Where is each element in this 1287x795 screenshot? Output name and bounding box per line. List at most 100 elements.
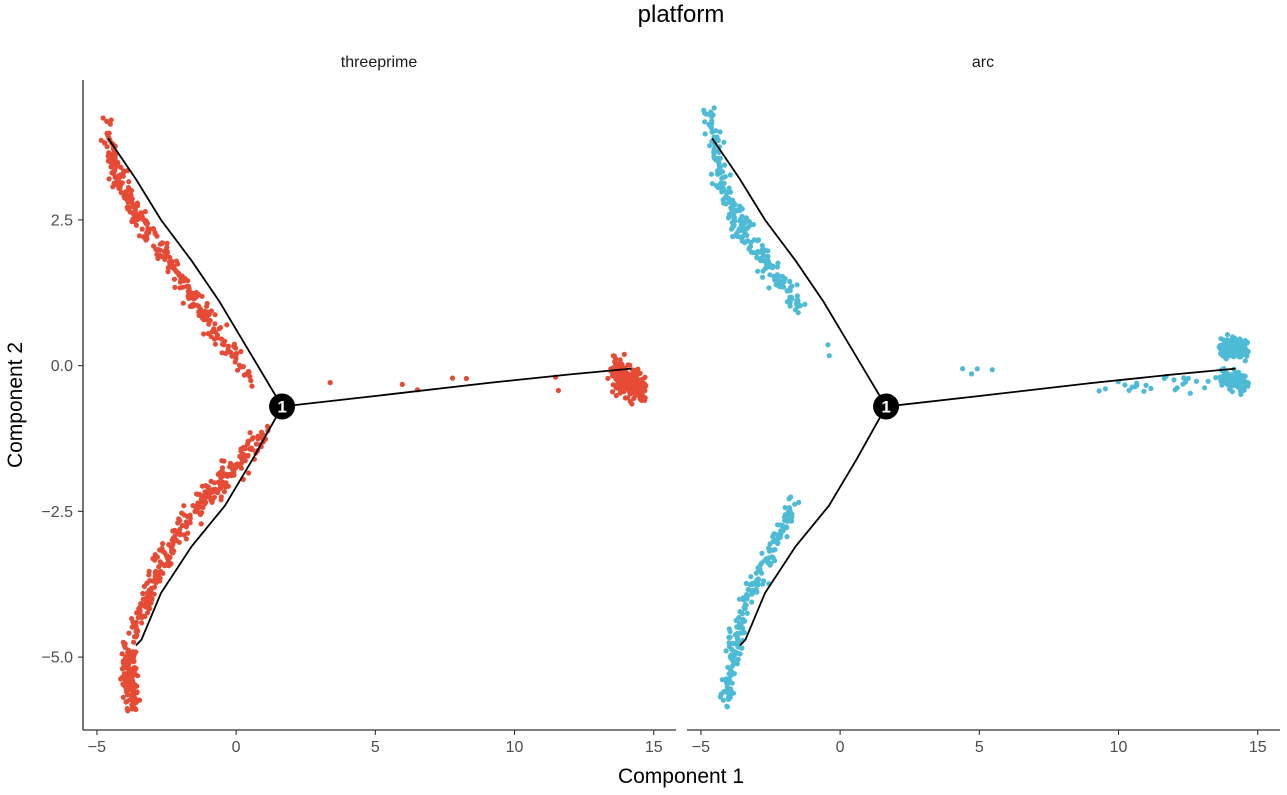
x-axes: −5 0 5 10 15 −5 0 5 10 15 (83, 729, 1280, 756)
data-point (754, 249, 760, 255)
data-point (211, 494, 217, 500)
data-point (121, 665, 128, 671)
data-point (200, 315, 206, 321)
data-point (194, 506, 200, 512)
data-point (609, 389, 616, 395)
data-point (1240, 373, 1247, 379)
data-point (104, 144, 110, 150)
data-point (1227, 352, 1233, 358)
data-point (745, 593, 751, 599)
data-point (130, 649, 136, 655)
data-point (151, 591, 157, 597)
data-point (725, 695, 731, 701)
data-point (1187, 390, 1193, 396)
data-point (617, 383, 623, 390)
data-point (625, 374, 631, 380)
data-point (555, 387, 562, 394)
data-point (1193, 378, 1199, 384)
data-point (155, 255, 161, 261)
data-point (241, 451, 247, 458)
data-point (220, 479, 226, 485)
data-point (233, 356, 239, 362)
data-point (98, 137, 104, 143)
data-point (121, 193, 127, 199)
data-point (125, 662, 131, 668)
data-point (138, 211, 145, 217)
data-point (171, 276, 178, 282)
data-point (771, 273, 777, 279)
data-point (241, 445, 247, 452)
data-point (1218, 377, 1224, 383)
data-point (636, 379, 642, 385)
data-point (770, 263, 776, 269)
data-point (129, 624, 135, 630)
data-point (177, 531, 183, 537)
data-point (1242, 358, 1248, 364)
data-point (740, 218, 746, 224)
data-point (751, 237, 757, 243)
data-point (702, 131, 708, 137)
data-point (1225, 346, 1231, 352)
data-point (625, 395, 631, 401)
data-point (738, 234, 744, 240)
data-point (231, 341, 237, 347)
data-point (196, 502, 202, 508)
data-point (107, 154, 113, 160)
data-point (760, 274, 766, 280)
data-point (629, 401, 635, 407)
data-point (181, 503, 187, 509)
data-point (774, 264, 781, 270)
data-point (185, 293, 191, 299)
data-point (234, 351, 240, 357)
data-point (179, 522, 185, 529)
data-point (741, 630, 748, 636)
data-point (624, 378, 631, 385)
data-point (110, 184, 116, 190)
data-point (180, 300, 186, 306)
data-point (206, 321, 212, 327)
data-point (219, 350, 225, 356)
data-point (222, 484, 229, 490)
data-point (989, 367, 995, 373)
data-point (219, 458, 225, 464)
data-point (1230, 348, 1236, 354)
data-point (399, 381, 405, 387)
data-point (632, 368, 639, 374)
data-point (637, 396, 643, 402)
branch-point-label: 1 (881, 397, 890, 416)
data-point (621, 351, 627, 357)
data-point (778, 522, 784, 528)
data-point (133, 626, 139, 632)
data-point (1244, 353, 1250, 359)
points-threeprime (98, 115, 649, 714)
branch-point-label: 1 (277, 397, 286, 416)
y-axis-title: Component 2 (4, 342, 27, 468)
data-point (204, 483, 210, 490)
data-point (136, 233, 143, 239)
data-point (960, 366, 966, 372)
trajectory-branch-lower (739, 406, 887, 647)
data-point (183, 536, 189, 542)
data-point (126, 630, 132, 636)
trajectory-branch-right (885, 367, 1236, 408)
data-point (1202, 385, 1208, 391)
chart-title: platform (638, 1, 725, 28)
data-point (745, 587, 751, 593)
data-point (216, 486, 223, 492)
data-point (775, 260, 781, 266)
data-point (152, 579, 159, 585)
trajectory-branch-right (281, 367, 632, 408)
data-point (108, 117, 114, 123)
data-point (125, 647, 131, 653)
data-point (218, 497, 224, 503)
x-tick-label: 0 (232, 739, 241, 756)
data-point (118, 164, 124, 170)
data-point (784, 534, 790, 540)
data-point (1096, 388, 1102, 394)
data-point (708, 125, 715, 131)
data-point (1221, 353, 1227, 359)
data-point (129, 196, 135, 202)
data-point (968, 371, 975, 377)
data-point (247, 374, 253, 380)
data-point (132, 634, 138, 640)
